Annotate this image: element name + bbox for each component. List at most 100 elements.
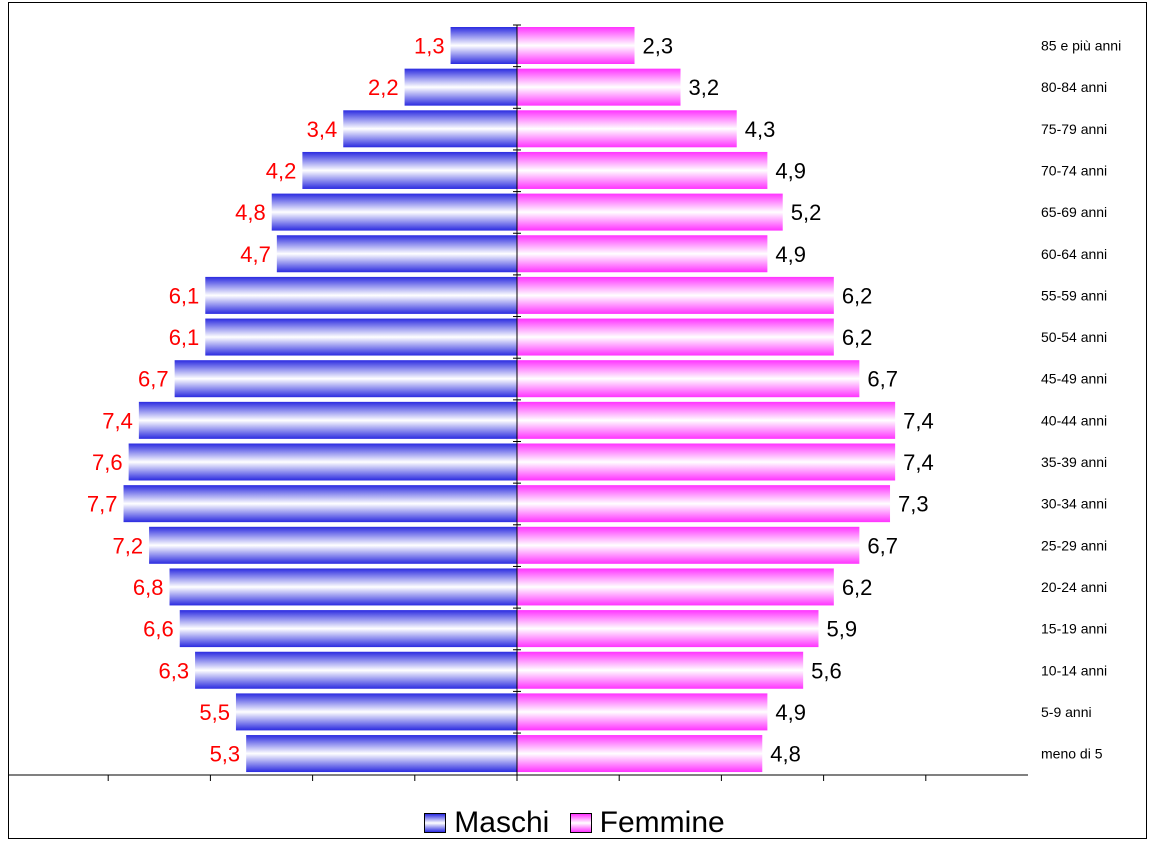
bar-maschi: [179, 610, 518, 648]
bar-maschi: [404, 68, 517, 106]
bar-femmine: [517, 651, 804, 689]
category-label: 65-69 anni: [1041, 204, 1107, 220]
data-label-femmine: 6,2: [842, 575, 873, 600]
bar-femmine: [517, 318, 834, 356]
bar-femmine: [517, 401, 896, 439]
bar-femmine: [517, 568, 834, 606]
bar-femmine: [517, 235, 768, 273]
data-label-femmine: 4,9: [775, 158, 806, 183]
category-label: 70-74 anni: [1041, 162, 1107, 178]
bar-femmine: [517, 151, 768, 189]
category-label: 55-59 anni: [1041, 287, 1107, 303]
data-label-femmine: 7,3: [898, 492, 929, 517]
bar-femmine: [517, 735, 763, 773]
category-label: 45-49 anni: [1041, 371, 1107, 387]
bar-maschi: [138, 401, 518, 439]
bar-femmine: [517, 443, 896, 481]
data-label-maschi: 2,2: [368, 75, 399, 100]
data-label-maschi: 6,7: [138, 367, 169, 392]
category-label: 35-39 anni: [1041, 454, 1107, 470]
category-label: 15-19 anni: [1041, 621, 1107, 637]
bar-femmine: [517, 693, 768, 731]
bar-femmine: [517, 485, 891, 523]
bar-maschi: [195, 651, 517, 689]
category-label: 85 e più anni: [1041, 38, 1121, 54]
bar-maschi: [149, 526, 517, 564]
category-label: 10-14 anni: [1041, 662, 1107, 678]
bar-femmine: [517, 360, 860, 398]
bar-maschi: [450, 27, 517, 64]
category-labels-group: 85 e più anni 80-84 anni 75-79 anni 70-74 a…: [1041, 38, 1121, 762]
bar-maschi: [302, 151, 517, 189]
data-label-femmine: 4,9: [775, 242, 806, 267]
data-label-femmine: 3,2: [689, 75, 720, 100]
category-label: 30-34 anni: [1041, 496, 1107, 512]
data-label-femmine: 6,7: [867, 367, 898, 392]
bar-maschi: [128, 443, 517, 481]
bar-femmine: [517, 110, 737, 148]
category-label: 5-9 anni: [1041, 704, 1092, 720]
data-label-maschi: 7,6: [92, 450, 123, 475]
data-label-maschi: 3,4: [307, 117, 338, 142]
bar-femmine: [517, 68, 681, 106]
category-label: meno di 5: [1041, 746, 1103, 762]
bar-maschi: [174, 360, 517, 398]
bar-maschi: [271, 193, 517, 231]
category-label: 20-24 anni: [1041, 579, 1107, 595]
legend-label-maschi: Maschi: [454, 806, 550, 839]
bar-maschi: [123, 485, 517, 523]
bar-maschi: [169, 568, 517, 606]
data-label-maschi: 5,5: [199, 700, 230, 725]
data-label-femmine: 2,3: [643, 34, 674, 59]
category-label: 40-44 anni: [1041, 412, 1107, 428]
data-label-maschi: 6,1: [169, 325, 200, 350]
data-label-maschi: 4,2: [266, 158, 297, 183]
data-label-maschi: 6,3: [158, 658, 189, 683]
bar-maschi: [246, 735, 518, 773]
data-label-maschi: 7,2: [112, 533, 143, 558]
bar-femmine: [517, 526, 860, 564]
bar-maschi: [205, 276, 518, 314]
data-label-maschi: 1,3: [414, 34, 445, 59]
data-label-femmine: 6,2: [842, 325, 873, 350]
bar-femmine: [517, 610, 819, 648]
bar-maschi: [205, 318, 518, 356]
bars-group: [123, 27, 896, 773]
axes-group: [8, 24, 1028, 781]
bar-maschi: [343, 110, 517, 148]
bar-maschi: [276, 235, 517, 273]
category-label: 50-54 anni: [1041, 329, 1107, 345]
bar-femmine: [517, 27, 635, 64]
data-labels-group: 1,3 2,32,2 3,23,4 4,34,2 4,94,8 5,24,7 4,96,1 6…: [87, 34, 934, 767]
legend-item-femmine: Femmine: [569, 806, 725, 840]
data-label-maschi: 6,8: [133, 575, 164, 600]
data-label-maschi: 7,4: [102, 408, 133, 433]
category-label: 25-29 anni: [1041, 537, 1107, 553]
femmine-swatch: [569, 813, 592, 833]
bar-femmine: [517, 276, 834, 314]
data-label-maschi: 4,7: [240, 242, 271, 267]
data-label-maschi: 6,1: [169, 283, 200, 308]
maschi-swatch: [424, 813, 447, 833]
data-label-femmine: 4,3: [745, 117, 776, 142]
data-label-femmine: 5,2: [791, 200, 822, 225]
data-label-maschi: 5,3: [210, 742, 241, 767]
category-label: 60-64 anni: [1041, 246, 1107, 262]
data-label-maschi: 6,6: [143, 617, 174, 642]
category-label: 80-84 anni: [1041, 79, 1107, 95]
data-label-femmine: 5,9: [826, 617, 857, 642]
legend-item-maschi: Maschi: [424, 806, 549, 840]
legend-label-femmine: Femmine: [599, 806, 725, 839]
bar-maschi: [235, 693, 517, 731]
data-label-femmine: 7,4: [903, 408, 934, 433]
data-label-maschi: 4,8: [235, 200, 266, 225]
category-label: 75-79 anni: [1041, 121, 1107, 137]
legend: Maschi Femmine: [0, 806, 1149, 841]
data-label-femmine: 5,6: [811, 658, 842, 683]
data-label-femmine: 4,9: [775, 700, 806, 725]
bar-femmine: [517, 193, 783, 231]
data-label-femmine: 4,8: [770, 742, 801, 767]
data-label-maschi: 7,7: [87, 492, 118, 517]
data-label-femmine: 6,2: [842, 283, 873, 308]
